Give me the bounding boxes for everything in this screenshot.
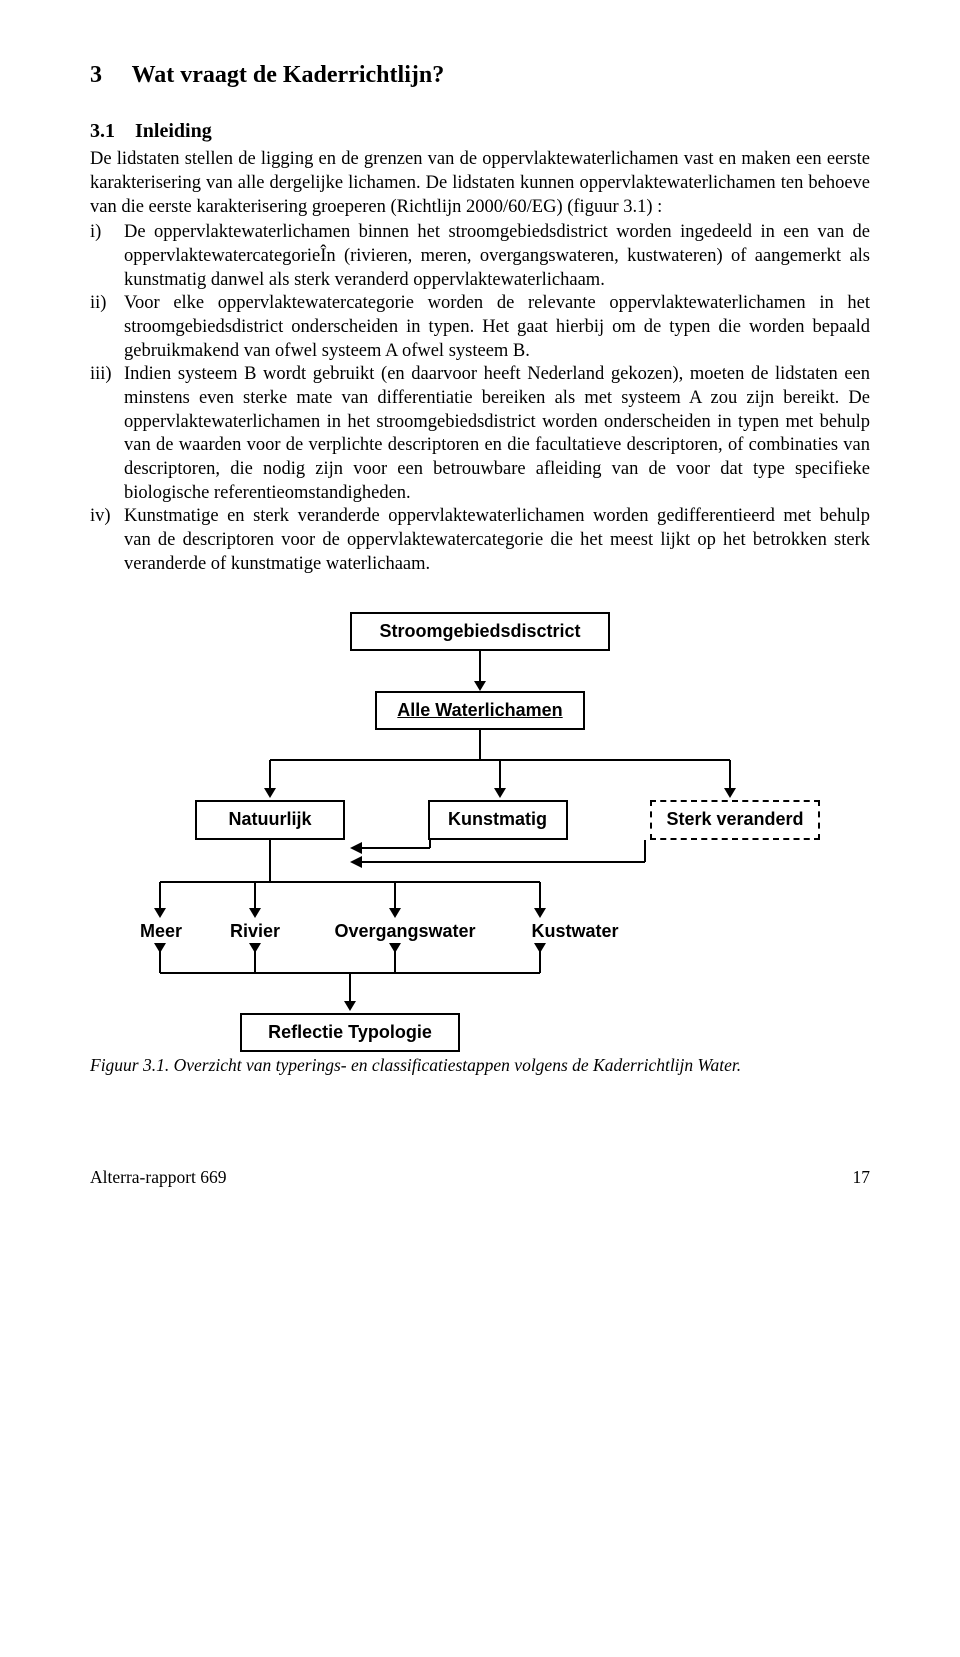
subsection-title: 3.1 Inleiding	[90, 119, 870, 145]
list-item-num: i)	[90, 221, 124, 245]
section-title: 3 Wat vraagt de Kaderrichtlijn?	[90, 60, 870, 91]
flow-diagram: Stroomgebiedsdisctrict Alle Waterlichame…	[140, 612, 820, 1051]
list-item: ii)Voor elke oppervlaktewatercategorie w…	[90, 292, 870, 363]
subsection-number: 3.1	[90, 120, 115, 142]
node-typology: Reflectie Typologie	[240, 1013, 460, 1052]
ordered-list: i)De oppervlaktewaterlichamen binnen het…	[90, 221, 870, 576]
list-item-text: Voor elke oppervlaktewatercategorie word…	[124, 293, 870, 360]
node-strongly-modified: Sterk veranderd	[650, 800, 820, 839]
node-artificial: Kunstmatig	[428, 800, 568, 839]
node-all-text: Alle Waterlichamen	[397, 700, 562, 720]
list-item-text: Kunstmatige en sterk veranderde oppervla…	[124, 506, 870, 573]
section-number: 3	[90, 62, 102, 88]
footer-left: Alterra-rapport 669	[90, 1166, 227, 1188]
node-river: Rivier	[220, 920, 290, 943]
subsection-title-text: Inleiding	[135, 120, 212, 142]
figure-caption: Figuur 3.1. Overzicht van typerings- en …	[90, 1054, 870, 1076]
node-root: Stroomgebiedsdisctrict	[350, 612, 610, 651]
list-item: iii)Indien systeem B wordt gebruikt (en …	[90, 363, 870, 505]
list-item-text: Indien systeem B wordt gebruikt (en daar…	[124, 364, 870, 502]
node-coastal: Kustwater	[520, 920, 630, 943]
list-item: iv)Kunstmatige en sterk veranderde opper…	[90, 505, 870, 576]
node-transition: Overgangswater	[320, 920, 490, 943]
connector-back-and-down	[140, 840, 820, 920]
section-title-text: Wat vraagt de Kaderrichtlijn?	[132, 62, 445, 88]
node-natural: Natuurlijk	[195, 800, 345, 839]
connector-types-to-typology	[140, 943, 820, 1013]
page-footer: Alterra-rapport 669 17	[90, 1166, 870, 1188]
list-item-text: De oppervlaktewaterlichamen binnen het s…	[124, 222, 870, 289]
connector-root-to-all	[140, 651, 820, 691]
node-all-waterbodies: Alle Waterlichamen	[375, 691, 585, 730]
list-item-num: ii)	[90, 292, 124, 316]
node-lake: Meer	[140, 920, 190, 943]
list-item-num: iii)	[90, 363, 124, 387]
intro-paragraph: De lidstaten stellen de ligging en de gr…	[90, 148, 870, 219]
list-item-num: iv)	[90, 505, 124, 529]
list-item: i)De oppervlaktewaterlichamen binnen het…	[90, 221, 870, 292]
connector-all-to-categories	[140, 730, 820, 800]
footer-right: 17	[853, 1166, 871, 1188]
